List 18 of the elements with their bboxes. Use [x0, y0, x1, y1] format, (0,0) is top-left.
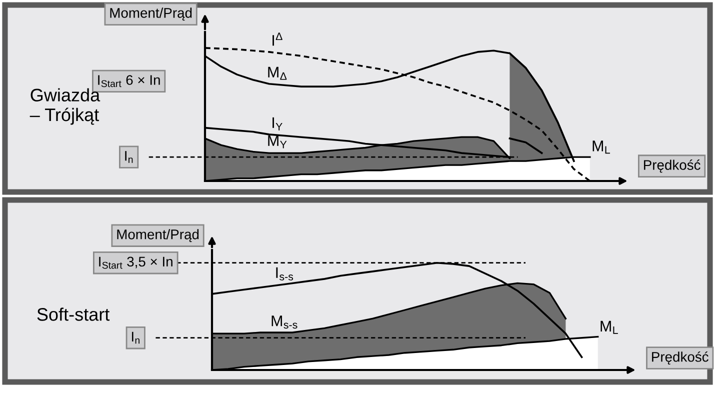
text: I$_{Start}$ 6 × In [98, 75, 160, 88]
text: Gwiazda – Trójkąt [30, 88, 100, 125]
series-label: I$_{s-s}$ [276, 267, 294, 280]
series-label: I$^{Δ}$ [272, 32, 282, 46]
series-label: M$_{Y}$ [268, 135, 287, 148]
x-axis-title: Prędkość [644, 160, 700, 173]
series-label: I$_{Y}$ [272, 117, 282, 130]
y-axis-title: Moment/Prąd [117, 229, 199, 242]
x-axis-title: Prędkość [652, 351, 708, 365]
text: Soft-start [37, 308, 110, 321]
series-label: M$_{L}$ [600, 320, 618, 334]
series-label: M$_{s-s}$ [272, 316, 298, 329]
series-label: M$_{L}$ [592, 140, 610, 154]
ref-line-label: I$_{n}$ [132, 332, 140, 344]
series-label: M$_{Δ}$ [268, 66, 287, 80]
y-axis-title: Moment/Prąd [110, 8, 192, 21]
ref-line-label: I$_{Start}$ 3,5 × In [99, 256, 172, 269]
ref-line-label: I$_{n}$ [125, 151, 133, 163]
